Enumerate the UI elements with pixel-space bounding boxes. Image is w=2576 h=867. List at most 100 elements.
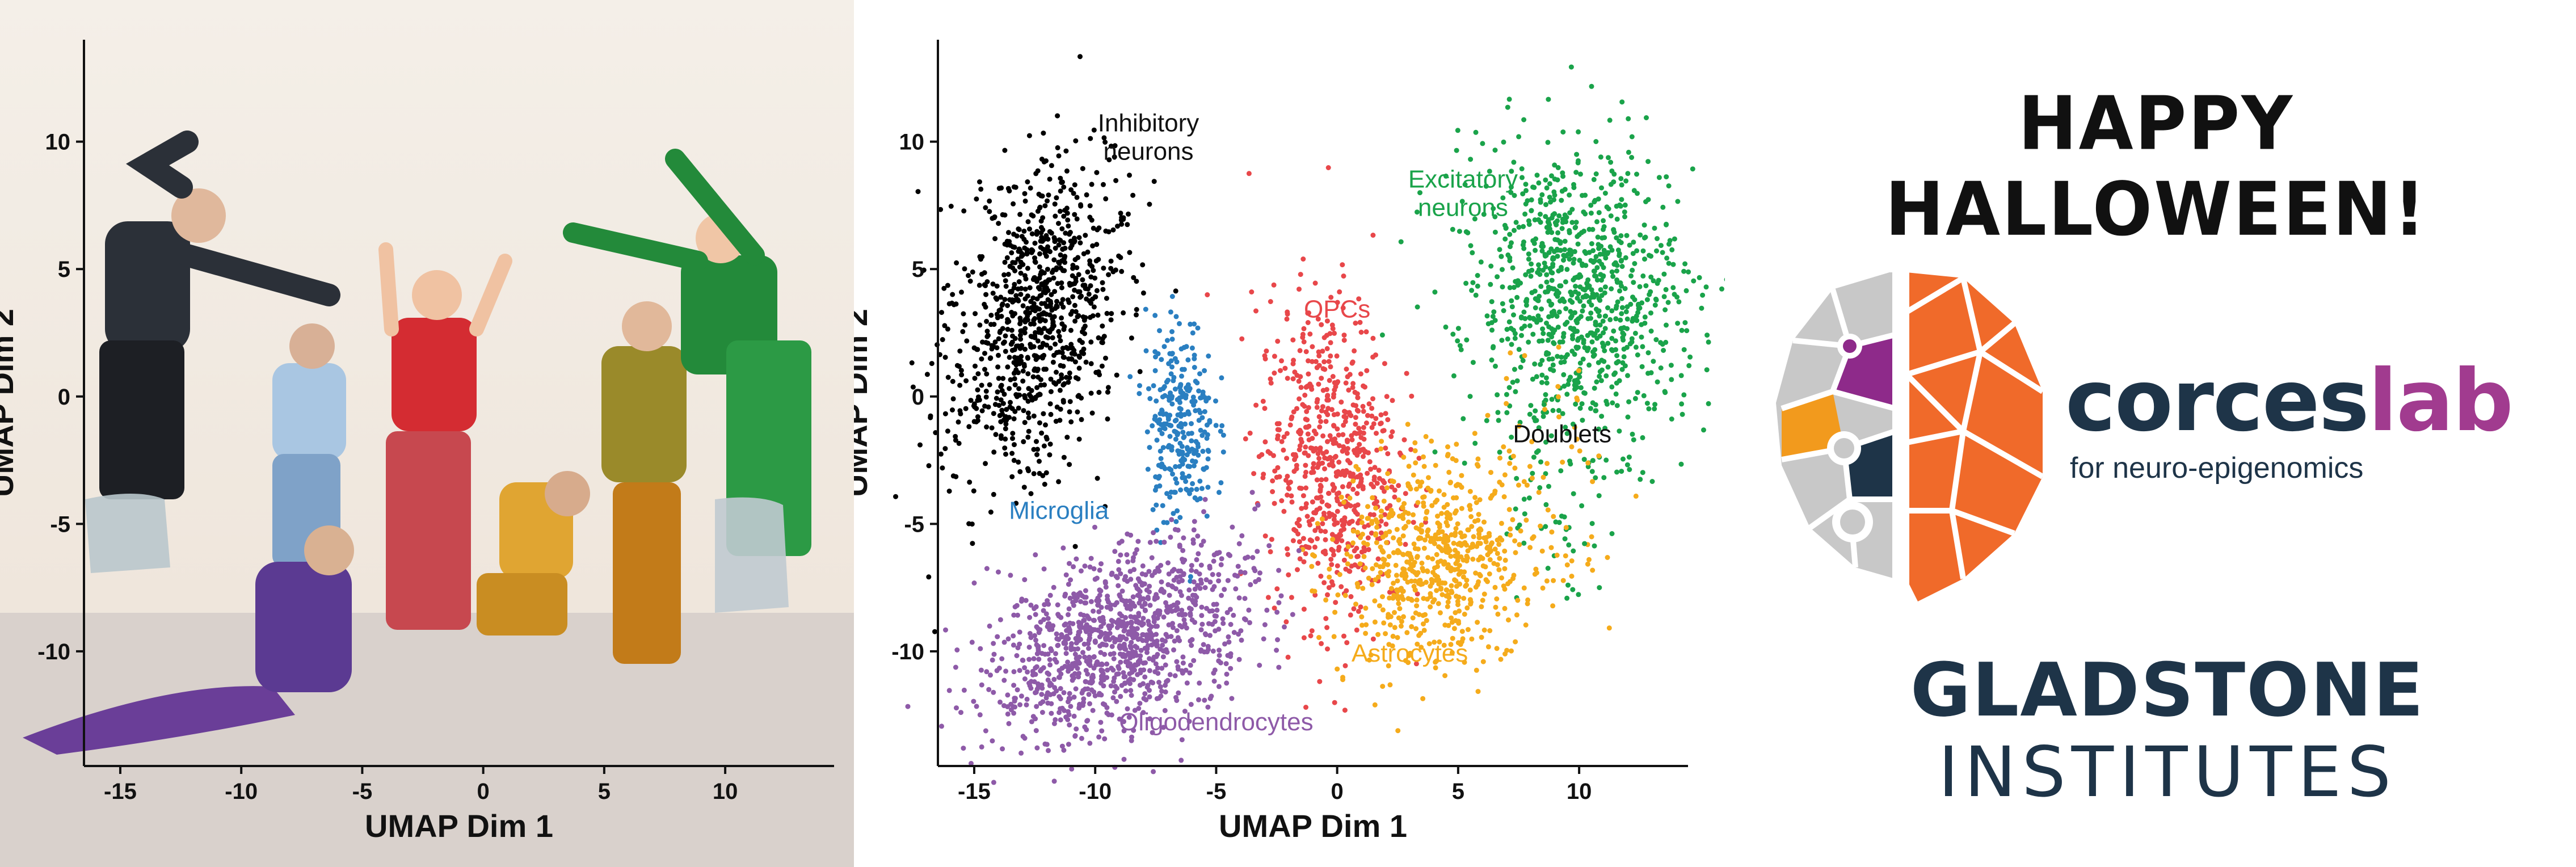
umap-point — [1521, 309, 1527, 315]
umap-point — [1329, 458, 1335, 464]
umap-point — [1444, 587, 1450, 593]
umap-point — [1084, 622, 1089, 628]
umap-point — [1022, 296, 1028, 302]
umap-point — [1116, 583, 1121, 588]
umap-point — [1397, 606, 1403, 612]
umap-point — [1072, 351, 1077, 357]
umap-point — [959, 289, 964, 295]
umap-point — [1011, 633, 1016, 639]
umap-point — [938, 207, 944, 212]
umap-point — [1033, 330, 1038, 335]
umap-point — [1051, 721, 1057, 726]
umap-point — [1610, 348, 1615, 353]
umap-point — [1380, 534, 1386, 540]
umap-point — [1507, 579, 1513, 584]
umap-point — [1206, 395, 1211, 401]
umap-point — [1564, 562, 1570, 568]
umap-point — [1527, 315, 1533, 320]
umap-point — [1617, 428, 1622, 434]
umap-point — [956, 364, 962, 369]
umap-point — [1153, 474, 1159, 479]
umap-point — [1050, 326, 1055, 331]
umap-point — [1321, 580, 1327, 586]
umap-point — [1041, 131, 1046, 136]
umap-point — [1462, 612, 1467, 617]
umap-point — [1009, 327, 1015, 333]
umap-point — [1519, 166, 1525, 171]
umap-point — [1443, 173, 1449, 179]
umap-point — [1372, 465, 1378, 470]
umap-point — [1577, 272, 1582, 277]
umap-point — [984, 279, 990, 284]
umap-point — [1029, 212, 1034, 218]
umap-point — [1066, 625, 1072, 630]
umap-point — [1465, 627, 1471, 632]
umap-point — [1360, 403, 1366, 409]
umap-point — [1121, 310, 1126, 315]
umap-point — [1174, 359, 1180, 365]
umap-point — [1626, 116, 1631, 121]
umap-point — [1130, 192, 1136, 198]
umap-point — [1270, 489, 1276, 494]
umap-point — [976, 397, 982, 403]
umap-point — [1166, 571, 1172, 577]
umap-point — [1523, 302, 1529, 308]
umap-point — [978, 186, 984, 192]
umap-point — [1040, 355, 1045, 361]
x-tick-label: 5 — [1452, 779, 1464, 804]
umap-point — [1569, 444, 1575, 449]
umap-point — [1020, 368, 1026, 374]
umap-point — [1202, 585, 1208, 591]
umap-point — [1081, 595, 1087, 600]
umap-point — [1652, 402, 1658, 407]
umap-point — [1285, 376, 1290, 381]
umap-point — [970, 541, 975, 546]
umap-point — [942, 323, 948, 329]
umap-point — [979, 382, 984, 388]
umap-point — [1301, 607, 1307, 612]
umap-point — [1172, 418, 1178, 424]
umap-point — [1567, 256, 1572, 262]
umap-point — [1068, 419, 1074, 424]
umap-point — [1468, 157, 1474, 162]
umap-point — [1664, 255, 1670, 261]
umap-point — [992, 339, 998, 345]
umap-point — [1112, 689, 1117, 695]
umap-point — [1432, 541, 1437, 546]
umap-point — [1147, 694, 1152, 700]
umap-point — [1627, 467, 1632, 472]
umap-point — [982, 301, 987, 307]
umap-point — [1041, 411, 1046, 416]
umap-point — [1051, 778, 1057, 784]
umap-point — [1499, 537, 1505, 543]
umap-point — [1384, 394, 1390, 399]
umap-point — [1547, 266, 1553, 271]
people-illustration — [23, 131, 811, 755]
umap-point — [1123, 688, 1129, 694]
umap-point — [1118, 211, 1123, 216]
umap-point — [1410, 615, 1416, 621]
umap-point — [1451, 373, 1457, 378]
umap-point — [1117, 592, 1122, 597]
umap-point — [1246, 607, 1252, 613]
umap-point — [1453, 561, 1459, 566]
umap-point — [1167, 592, 1172, 598]
umap-point — [1345, 561, 1350, 567]
umap-point — [1068, 577, 1074, 583]
umap-point — [1033, 552, 1038, 558]
umap-point — [1362, 524, 1367, 529]
umap-point — [945, 374, 951, 380]
umap-point — [1064, 168, 1070, 174]
umap-point — [1619, 469, 1624, 474]
umap-point — [1118, 659, 1123, 665]
umap-point — [1015, 612, 1020, 618]
umap-point — [967, 479, 973, 485]
umap-point — [1539, 241, 1545, 246]
umap-point — [970, 269, 975, 275]
umap-point — [1424, 510, 1429, 515]
umap-point — [1207, 633, 1213, 638]
umap-point — [1676, 299, 1682, 305]
umap-point — [1155, 565, 1161, 571]
umap-point — [1030, 307, 1036, 313]
umap-point — [1297, 287, 1302, 292]
